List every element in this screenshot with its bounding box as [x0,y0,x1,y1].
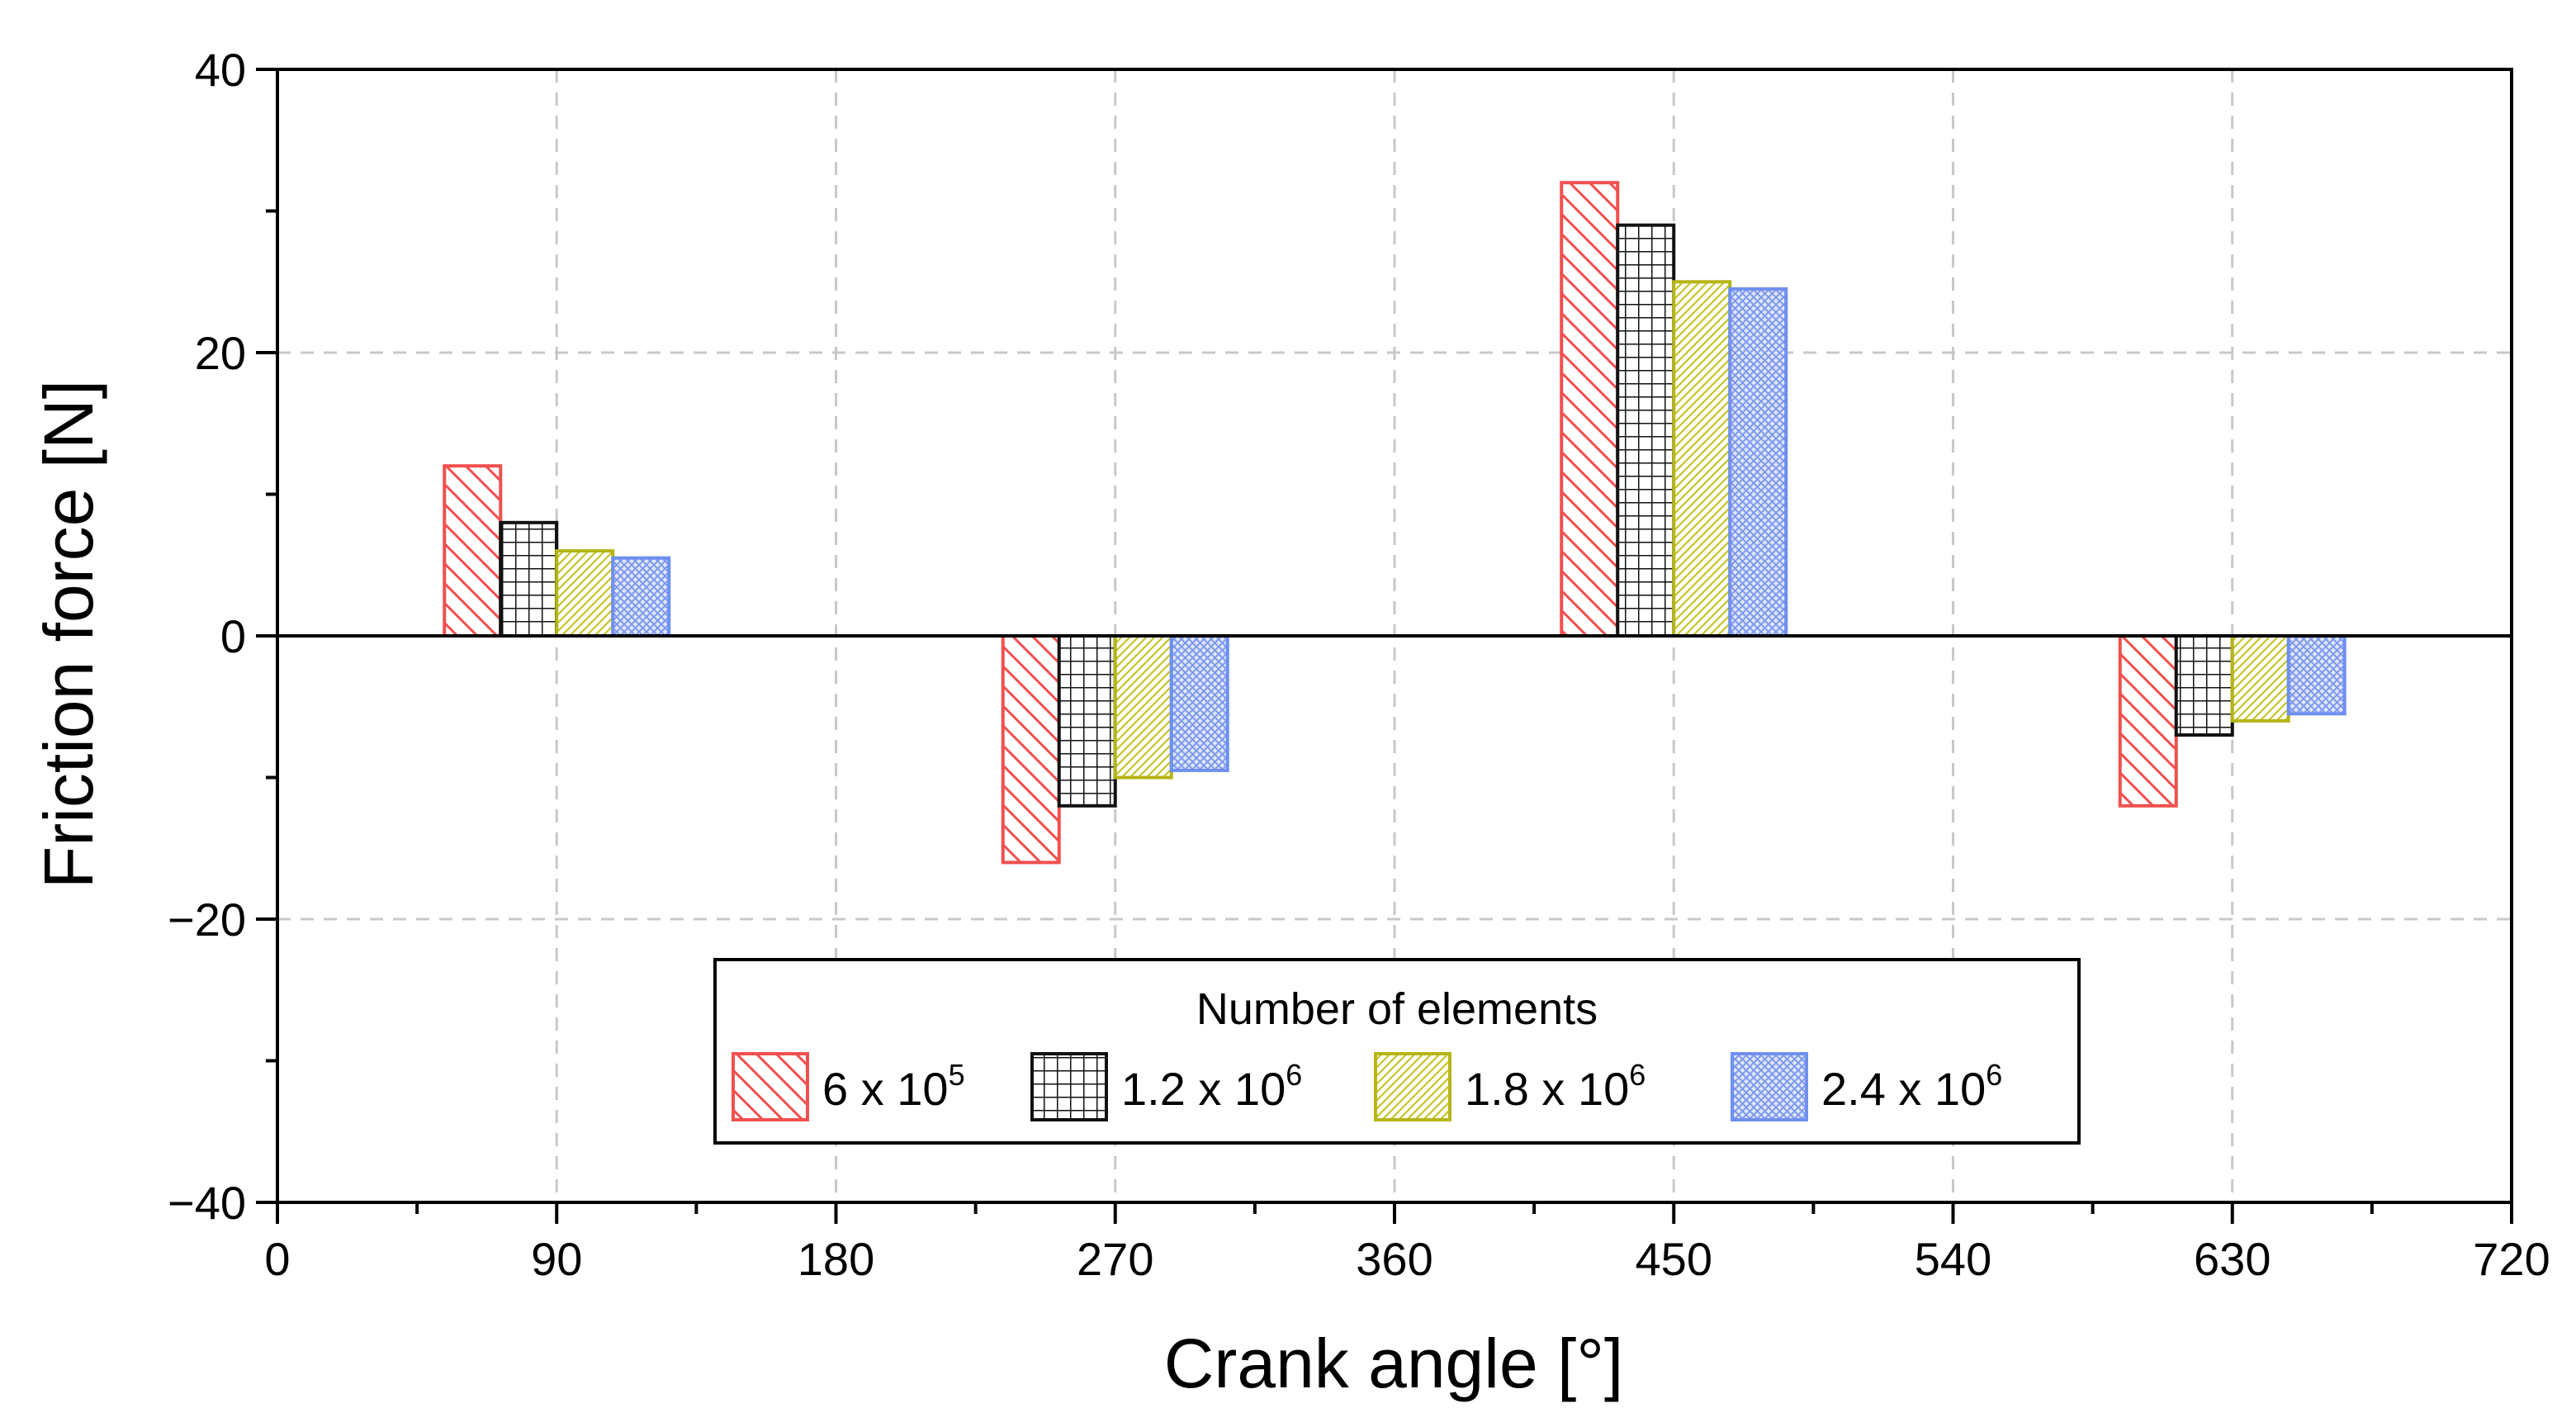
y-tick-label: −20 [168,894,246,946]
bar-crosshatch-90 [611,556,671,638]
bar-crosshatch-270 [1169,634,1229,772]
x-tick-label: 720 [2473,1233,2550,1285]
legend-label: 1.8 x 106 [1465,1058,1646,1115]
bar-fine-diagonal-90 [555,549,615,638]
legend-items: 6 x 105 1.2 x 106 1.8 x 106 2.4 x 106 [732,1052,2002,1121]
legend-label: 6 x 105 [822,1058,965,1115]
legend-label: 2.4 x 106 [1821,1058,2002,1115]
bar-fine-diagonal-270 [1113,634,1173,780]
bar-diagonal-270 [1001,634,1061,865]
bar-diagonal-90 [443,464,503,638]
x-axis-title: Crank angle [°] [1164,1325,1624,1402]
bar-crosshatch-630 [2286,634,2346,716]
x-tick-label: 360 [1356,1233,1432,1285]
x-tick-label: 630 [2194,1233,2271,1285]
legend-label: 1.2 x 106 [1121,1058,1302,1115]
x-tick-label: 0 [264,1233,290,1285]
axis-ticks [256,68,2513,1224]
legend-swatch-diagonal [732,1052,809,1121]
y-tick-label: 0 [220,610,246,662]
bar-diagonal-450 [1560,181,1620,638]
legend-title: Number of elements [1196,984,1598,1034]
tick-labels: 0 90 180 270 360 450 540 630 720 −40 −20 0 20 40 [168,44,2550,1285]
x-tick-label: 450 [1636,1233,1712,1285]
legend: Number of elements 6 x 105 1.2 x 106 1.8 x… [713,958,2081,1145]
y-axis-title: Friction force [N] [30,380,107,889]
y-tick-label: 20 [195,327,246,379]
y-tick-label: −40 [168,1177,246,1229]
y-tick-label: 40 [195,44,246,96]
x-tick-label: 180 [798,1233,874,1285]
x-tick-label: 540 [1915,1233,1991,1285]
bar-grid-270 [1057,634,1117,808]
bar-crosshatch-450 [1728,287,1788,638]
bar-fine-diagonal-450 [1672,280,1732,638]
bar-grid-90 [499,520,559,638]
legend-swatch-fine-diagonal [1374,1052,1451,1121]
bar-grid-450 [1616,223,1676,638]
legend-swatch-crosshatch [1731,1052,1808,1121]
bar-diagonal-630 [2118,634,2178,808]
x-tick-label: 270 [1077,1233,1153,1285]
x-tick-label: 90 [531,1233,582,1285]
bars [443,181,2346,865]
bar-fine-diagonal-630 [2230,634,2290,723]
bar-grid-630 [2174,634,2234,737]
legend-swatch-grid [1030,1052,1108,1121]
